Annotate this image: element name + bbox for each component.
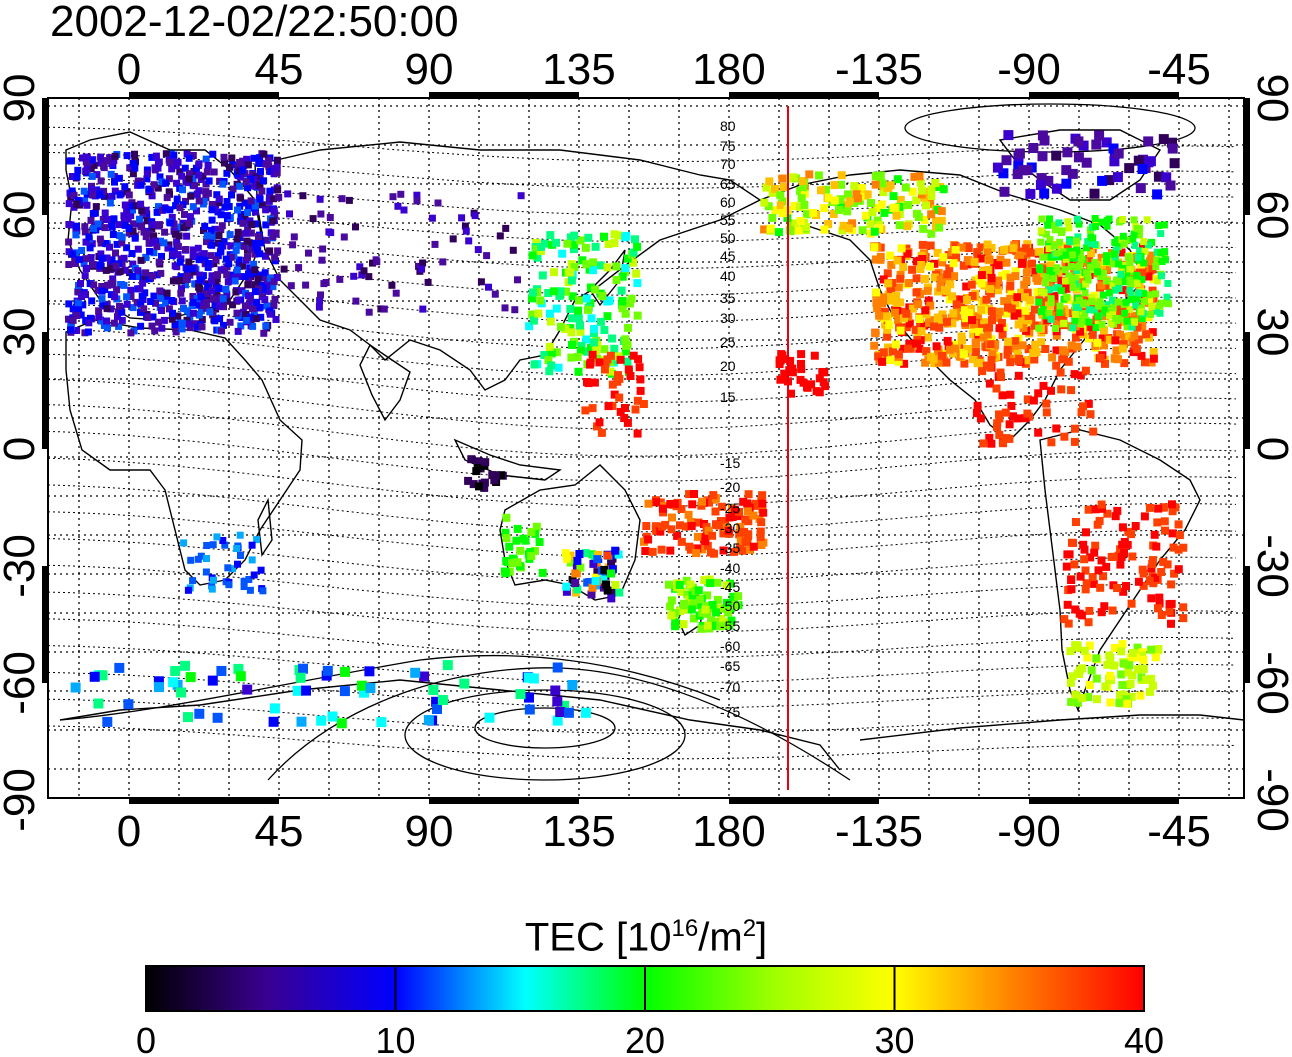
colorbar-tick-20: 20 [625,1020,665,1057]
contour-label-75: 75 [720,138,736,154]
bottom-lon-label-2: 90 [405,807,454,856]
left-lat-label-6: -90 [0,768,44,832]
contour-label-20: -20 [720,479,740,495]
coast-india [359,343,411,422]
left-lat-label-5: -60 [0,651,44,715]
coast-south-america [1039,429,1201,712]
right-lat-label-5: -60 [1248,651,1292,715]
coast-north-america [758,169,1146,441]
bottom-lon-label-3: 135 [542,807,615,856]
frame-tick-bars [42,92,1250,804]
colorbar-title-exp2: 2 [742,915,757,942]
contour-label-25: -25 [720,500,740,516]
colorbar-title: TEC [1016/m2] [0,905,1292,961]
contour-label-45: 45 [720,248,736,264]
colorbar-ticks: 0 10 20 30 40 [136,966,1164,1057]
timestamp-title: 2002-12-02/22:50:00 [50,0,459,46]
colorbar-tick-10: 10 [375,1020,415,1057]
left-lat-label-1: 60 [0,191,44,240]
contour-label-30: 30 [720,310,736,326]
contour-label-15: -15 [720,455,740,471]
left-lat-label-2: 30 [0,308,44,357]
contour-label-70: 70 [720,156,736,172]
contour-label-75: -75 [720,704,740,720]
bottom-lon-label-4: 180 [692,807,765,856]
contour-label-50: -50 [720,598,740,614]
contour-label-40: 40 [720,268,736,284]
right-lat-label-3: 0 [1248,437,1292,461]
top-lon-label-2: 90 [405,45,454,94]
top-longitude-labels: 0 45 90 135 180 -135 -90 -45 [117,45,1211,94]
top-lon-label-3: 135 [542,45,615,94]
left-latitude-labels: 90 60 30 0 -30 -60 -90 [0,74,44,832]
contour-label-80: 80 [720,118,736,134]
contour-label-15: 15 [720,389,736,405]
colorbar-tick-40: 40 [1124,1020,1164,1057]
right-lat-label-4: -30 [1248,534,1292,598]
contour-label-35: 35 [720,290,736,306]
top-lon-label-7: -45 [1147,45,1211,94]
right-lat-label-1: 60 [1248,191,1292,240]
bottom-longitude-labels: 0 45 90 135 180 -135 -90 -45 [117,807,1211,856]
left-lat-label-4: -30 [0,534,44,598]
colorbar-title-exp1: 16 [671,915,699,942]
right-lat-label-0: 90 [1248,74,1292,123]
left-lat-label-3: 0 [0,437,44,461]
top-lon-label-1: 45 [255,45,304,94]
top-lon-label-5: -135 [835,45,923,94]
bottom-lon-label-6: -90 [997,807,1061,856]
right-lat-label-6: -90 [1248,768,1292,832]
contour-label-70: -70 [720,679,740,695]
top-lon-label-6: -90 [997,45,1061,94]
contour-label-55: 55 [720,212,736,228]
coast-madagascar [257,497,273,557]
bottom-lon-label-1: 45 [255,807,304,856]
colorbar-tick-0: 0 [136,1020,156,1057]
colorbar-title-mid: /m [698,915,743,960]
contour-label-20: 20 [720,358,736,374]
contour-label-30: -30 [720,520,740,536]
top-lon-label-4: 180 [692,45,765,94]
contour-label-40: -40 [720,560,740,576]
contour-label-55: -55 [720,618,740,634]
right-lat-label-2: 30 [1248,308,1292,357]
bottom-lon-label-5: -135 [835,807,923,856]
contour-label-65: -65 [720,658,740,674]
bottom-lon-label-0: 0 [117,807,141,856]
contour-label-60: -60 [720,638,740,654]
bottom-lon-label-7: -45 [1147,807,1211,856]
contour-label-50: 50 [720,230,736,246]
colorbar-title-end: ] [756,915,768,960]
contour-label-45: -45 [720,579,740,595]
colorbar-title-main: TEC [10 [524,915,672,960]
left-lat-label-0: 90 [0,74,44,123]
contour-label-60: 60 [720,194,736,210]
colorbar-tick-30: 30 [874,1020,914,1057]
contour-label-35: -35 [720,540,740,556]
top-lon-label-0: 0 [117,45,141,94]
coast-antarctica [59,679,1244,771]
tec-data-points [65,130,1188,729]
contour-label-65: 65 [720,176,736,192]
contour-labels: 80 75 70 65 60 55 50 45 40 35 30 25 20 15 -15 -20 -25 -30… [720,118,740,720]
contour-label-25: 25 [720,334,736,350]
right-latitude-labels: 90 60 30 0 -30 -60 -90 [1248,74,1292,832]
